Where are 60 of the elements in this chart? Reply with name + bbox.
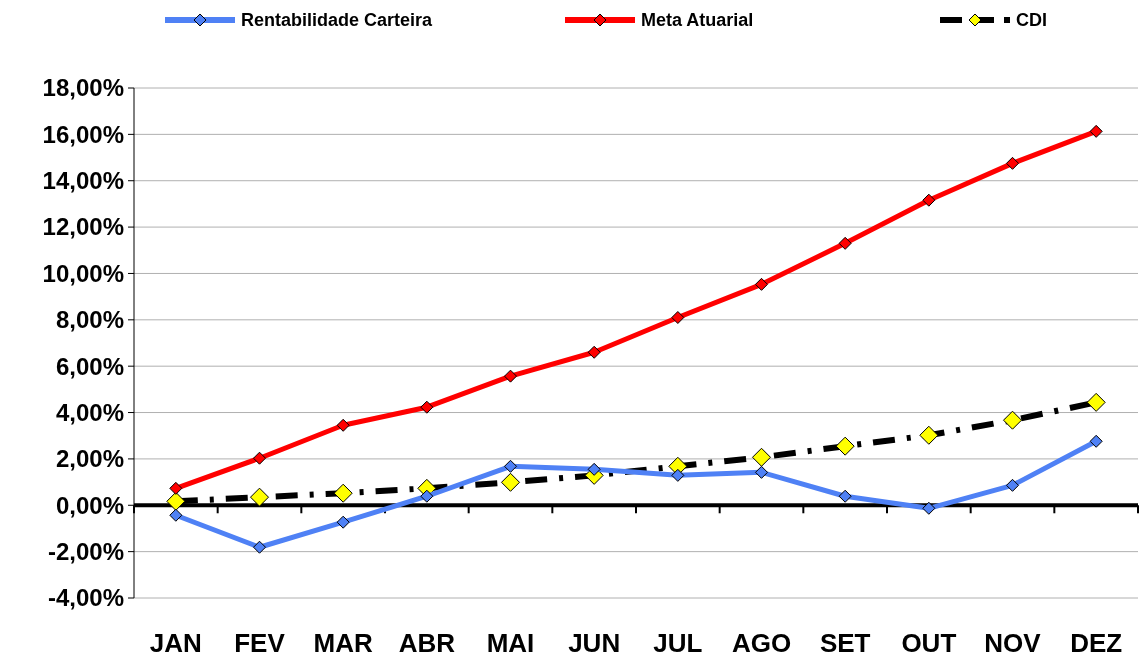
x-tick-label: JAN — [149, 628, 202, 657]
x-tick-label: AGO — [731, 628, 792, 657]
point — [752, 447, 771, 467]
point — [1086, 392, 1106, 412]
point — [835, 436, 855, 456]
legend-label: Rentabilidade Carteira — [241, 10, 434, 31]
x-tick-label: JUL — [653, 628, 703, 657]
point — [333, 483, 353, 503]
y-tick-label: 2,00% — [55, 445, 124, 473]
y-tick-label: 4,00% — [55, 398, 124, 426]
legend-label: CDI — [1016, 10, 1047, 31]
point — [253, 540, 266, 554]
point — [169, 481, 183, 495]
y-tick-label: 18,00% — [42, 74, 124, 102]
point — [1006, 156, 1019, 170]
point — [838, 489, 852, 503]
point — [838, 236, 852, 250]
point — [587, 345, 601, 359]
y-tick-label: 12,00% — [42, 213, 124, 241]
y-tick-label: 0,00% — [55, 491, 124, 519]
y-tick-label: 10,00% — [42, 259, 124, 287]
point — [250, 487, 269, 507]
x-tick-label: JUN — [568, 628, 621, 657]
point — [504, 369, 517, 383]
x-tick-label: FEV — [234, 628, 286, 657]
x-tick-label: MAI — [486, 628, 535, 657]
x-tick-label: NOV — [984, 628, 1042, 657]
point — [420, 400, 434, 414]
point — [166, 491, 186, 511]
point — [755, 277, 768, 291]
x-tick-label: ABR — [398, 628, 456, 657]
point — [169, 508, 183, 522]
y-tick-label: -2,00% — [47, 538, 124, 566]
point — [336, 515, 350, 529]
y-tick-label: 6,00% — [55, 352, 124, 380]
point — [501, 472, 520, 492]
point — [504, 459, 517, 473]
y-tick-label: -4,00% — [47, 584, 124, 612]
point — [420, 489, 434, 503]
point — [755, 465, 768, 479]
point — [1006, 478, 1019, 492]
point — [1003, 410, 1022, 430]
point — [336, 418, 350, 432]
x-tick-label: OUT — [901, 628, 957, 657]
y-tick-label: 14,00% — [42, 167, 124, 195]
point — [922, 193, 936, 207]
x-tick-label: SET — [819, 628, 871, 657]
point — [671, 311, 685, 324]
point — [922, 501, 936, 515]
point — [1089, 124, 1103, 138]
x-tick-label: MAR — [313, 628, 373, 657]
point — [671, 468, 685, 482]
y-tick-label: 8,00% — [55, 306, 124, 334]
point — [587, 462, 601, 476]
legend-label: Meta Atuarial — [641, 10, 754, 31]
point — [1089, 434, 1103, 448]
y-tick-label: 16,00% — [42, 120, 124, 148]
x-tick-label: DEZ — [1070, 628, 1123, 657]
point — [919, 425, 939, 445]
point — [253, 451, 266, 465]
